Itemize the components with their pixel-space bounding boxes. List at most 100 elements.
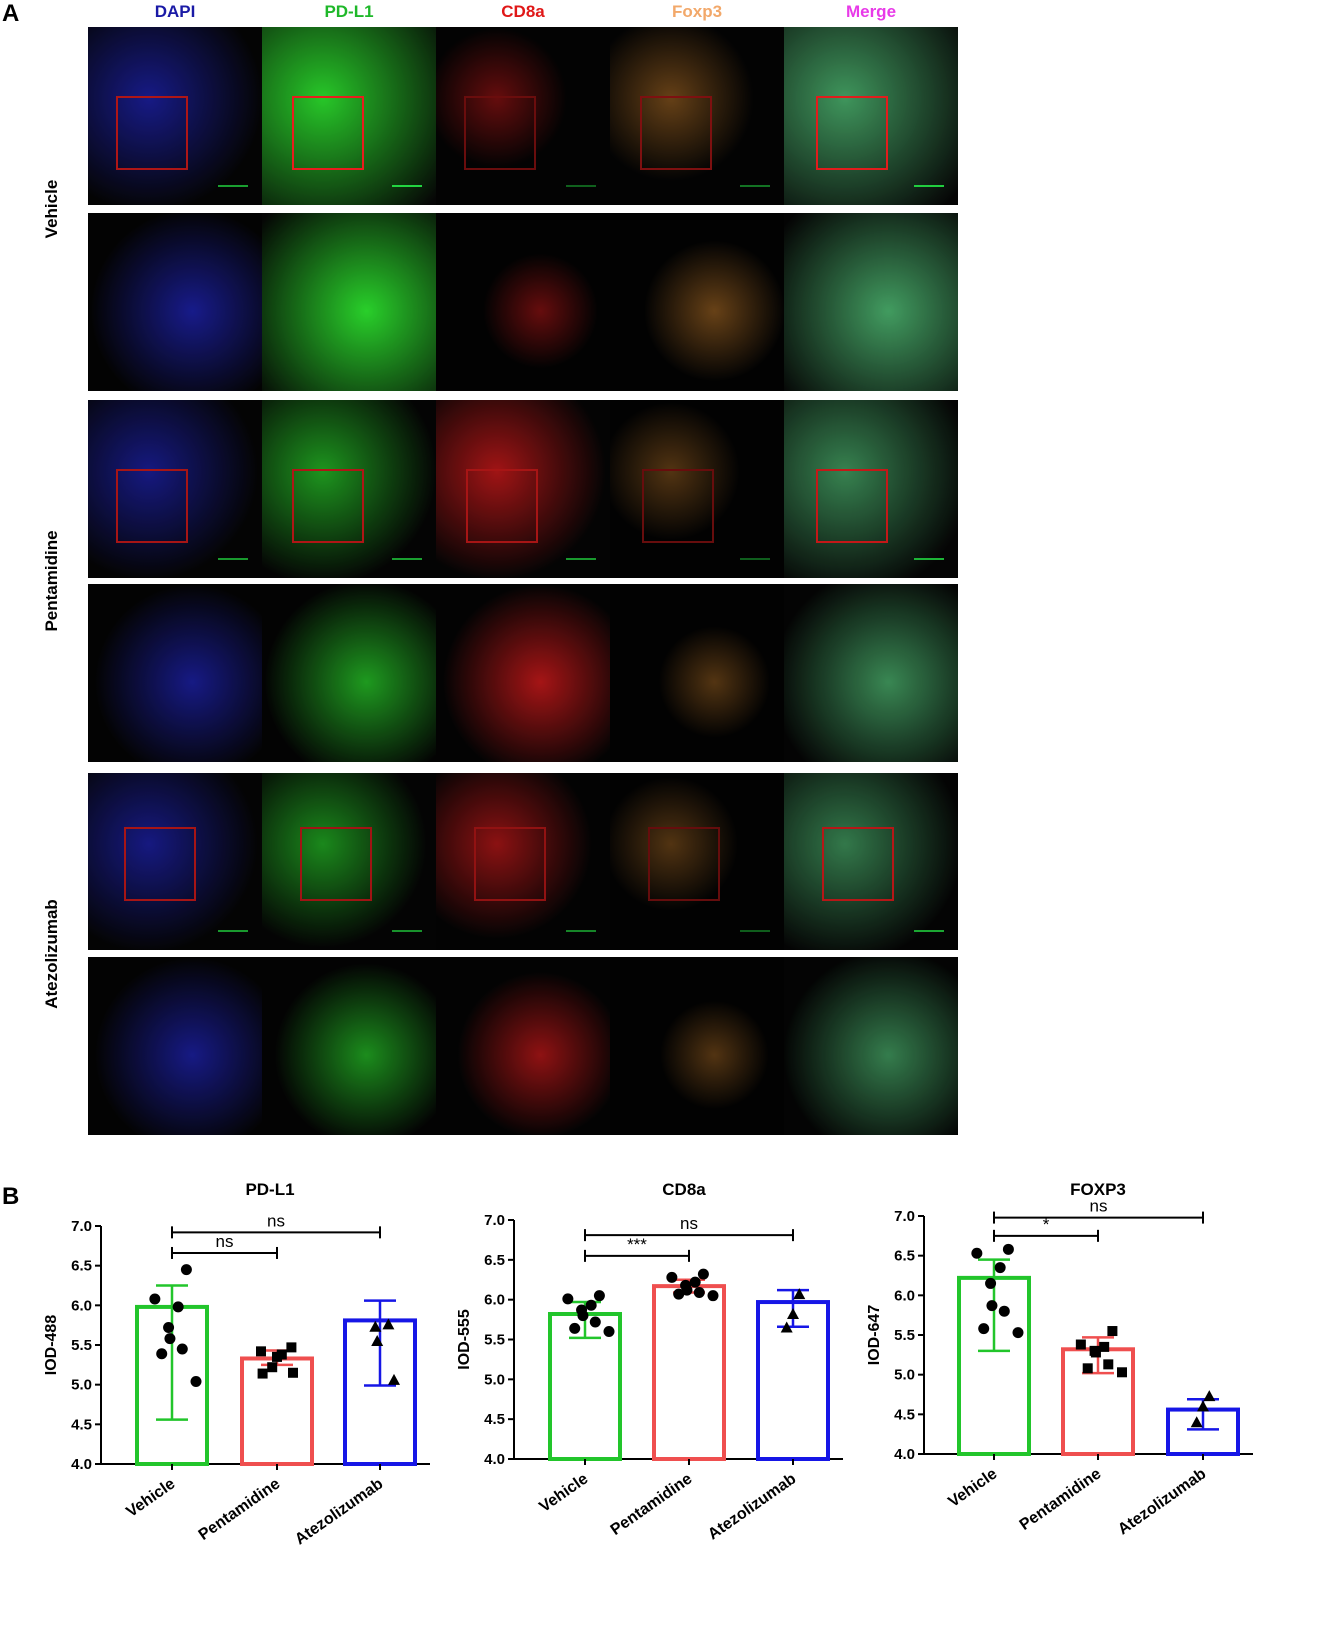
column-label-cd8a: CD8a — [501, 2, 545, 21]
chart-title: PD-L1 — [245, 1180, 294, 1199]
data-point — [689, 1276, 701, 1288]
scale-bar — [218, 558, 248, 560]
y-axis-label: IOD-555 — [456, 1309, 473, 1370]
data-point — [673, 1288, 685, 1300]
zoom-region-box — [466, 469, 538, 543]
data-point — [569, 1322, 581, 1334]
micrograph-overview — [262, 27, 436, 205]
data-point — [681, 1284, 693, 1296]
data-point — [693, 1286, 705, 1298]
data-point — [1203, 1390, 1216, 1402]
data-point — [793, 1288, 806, 1300]
data-point — [267, 1362, 278, 1373]
scale-bar — [218, 185, 248, 187]
y-tick-label: 4.5 — [71, 1416, 92, 1433]
scale-bar — [914, 185, 944, 187]
micrograph-overview — [88, 27, 262, 205]
micrograph-zoom — [262, 213, 436, 391]
data-point — [190, 1375, 202, 1387]
data-point — [971, 1247, 983, 1259]
micrograph-overview — [610, 27, 784, 205]
micrograph-overview — [436, 27, 610, 205]
scale-bar — [218, 930, 248, 932]
zoom-region-box — [116, 96, 188, 170]
micrograph-zoom — [610, 584, 784, 762]
data-point — [1197, 1400, 1209, 1412]
zoom-region-box — [816, 469, 888, 543]
y-axis-label: IOD-488 — [43, 1315, 60, 1376]
y-tick-label: 4.5 — [894, 1406, 915, 1423]
micrograph-overview — [784, 400, 958, 578]
y-tick-label: 6.0 — [71, 1297, 92, 1314]
data-point — [257, 1368, 268, 1379]
zoom-region-box — [642, 469, 714, 543]
y-tick-label: 5.0 — [484, 1371, 505, 1388]
micrograph-zoom — [262, 584, 436, 762]
bar-pentamidine — [652, 1284, 726, 1461]
y-tick-label: 5.5 — [71, 1337, 92, 1354]
data-point — [978, 1323, 990, 1335]
micrograph-zoom — [436, 213, 610, 391]
zoom-region-box — [474, 827, 546, 901]
data-point — [585, 1299, 597, 1311]
zoom-region-box — [300, 827, 372, 901]
micrograph-zoom — [262, 957, 436, 1135]
data-point — [172, 1301, 184, 1313]
micrograph-zoom — [88, 213, 262, 391]
zoom-region-box — [816, 96, 888, 170]
y-tick-label: 6.0 — [894, 1287, 915, 1304]
data-point — [707, 1290, 719, 1302]
significance-label: * — [1043, 1215, 1050, 1234]
data-point — [382, 1318, 395, 1330]
x-tick-label: Vehicle — [536, 1470, 591, 1516]
micrograph-overview — [88, 400, 262, 578]
micrograph-overview — [436, 773, 610, 950]
y-tick-label: 5.5 — [484, 1332, 505, 1349]
micrograph-zoom — [784, 584, 958, 762]
y-tick-label: 4.5 — [484, 1411, 505, 1428]
chart-title: FOXP3 — [1070, 1180, 1126, 1199]
zoom-region-box — [124, 827, 196, 901]
y-tick-label: 4.0 — [71, 1456, 92, 1473]
scale-bar — [392, 185, 422, 187]
y-tick-label: 6.5 — [894, 1248, 915, 1265]
y-tick-label: 7.0 — [894, 1208, 915, 1225]
column-label-merge: Merge — [845, 2, 897, 21]
column-label-pd-l1: PD-L1 — [324, 2, 374, 21]
x-tick-label: Vehicle — [945, 1465, 1000, 1511]
data-point — [1075, 1339, 1086, 1350]
panel-b-letter: B — [2, 1183, 20, 1210]
micrograph-overview — [436, 400, 610, 578]
data-point — [1107, 1326, 1118, 1337]
chart-title: CD8a — [662, 1180, 706, 1199]
data-point — [697, 1268, 709, 1280]
micrograph-zoom — [436, 584, 610, 762]
zoom-region-box — [464, 96, 536, 170]
data-point — [562, 1293, 574, 1305]
data-point — [1002, 1243, 1014, 1255]
data-point — [1117, 1367, 1127, 1378]
y-tick-label: 5.5 — [894, 1327, 915, 1344]
micrograph-zoom — [610, 213, 784, 391]
zoom-region-box — [292, 469, 364, 543]
micrograph-zoom — [784, 957, 958, 1135]
y-tick-label: 5.0 — [894, 1367, 915, 1384]
scale-bar — [392, 930, 422, 932]
data-point — [986, 1300, 998, 1312]
y-tick-label: 4.0 — [484, 1451, 505, 1468]
micrograph-overview — [610, 400, 784, 578]
x-tick-label: Pentamidine — [608, 1470, 696, 1539]
data-point — [1082, 1363, 1093, 1374]
bar-pentamidine — [240, 1356, 314, 1467]
scale-bar — [740, 185, 770, 187]
micrograph-overview — [610, 773, 784, 950]
data-point — [994, 1262, 1006, 1274]
data-point — [593, 1290, 605, 1302]
data-point — [780, 1321, 793, 1333]
x-tick-label: Pentamidine — [196, 1475, 284, 1544]
data-point — [1103, 1359, 1114, 1370]
data-point — [1099, 1341, 1110, 1352]
data-point — [998, 1305, 1010, 1317]
data-point — [288, 1367, 298, 1378]
